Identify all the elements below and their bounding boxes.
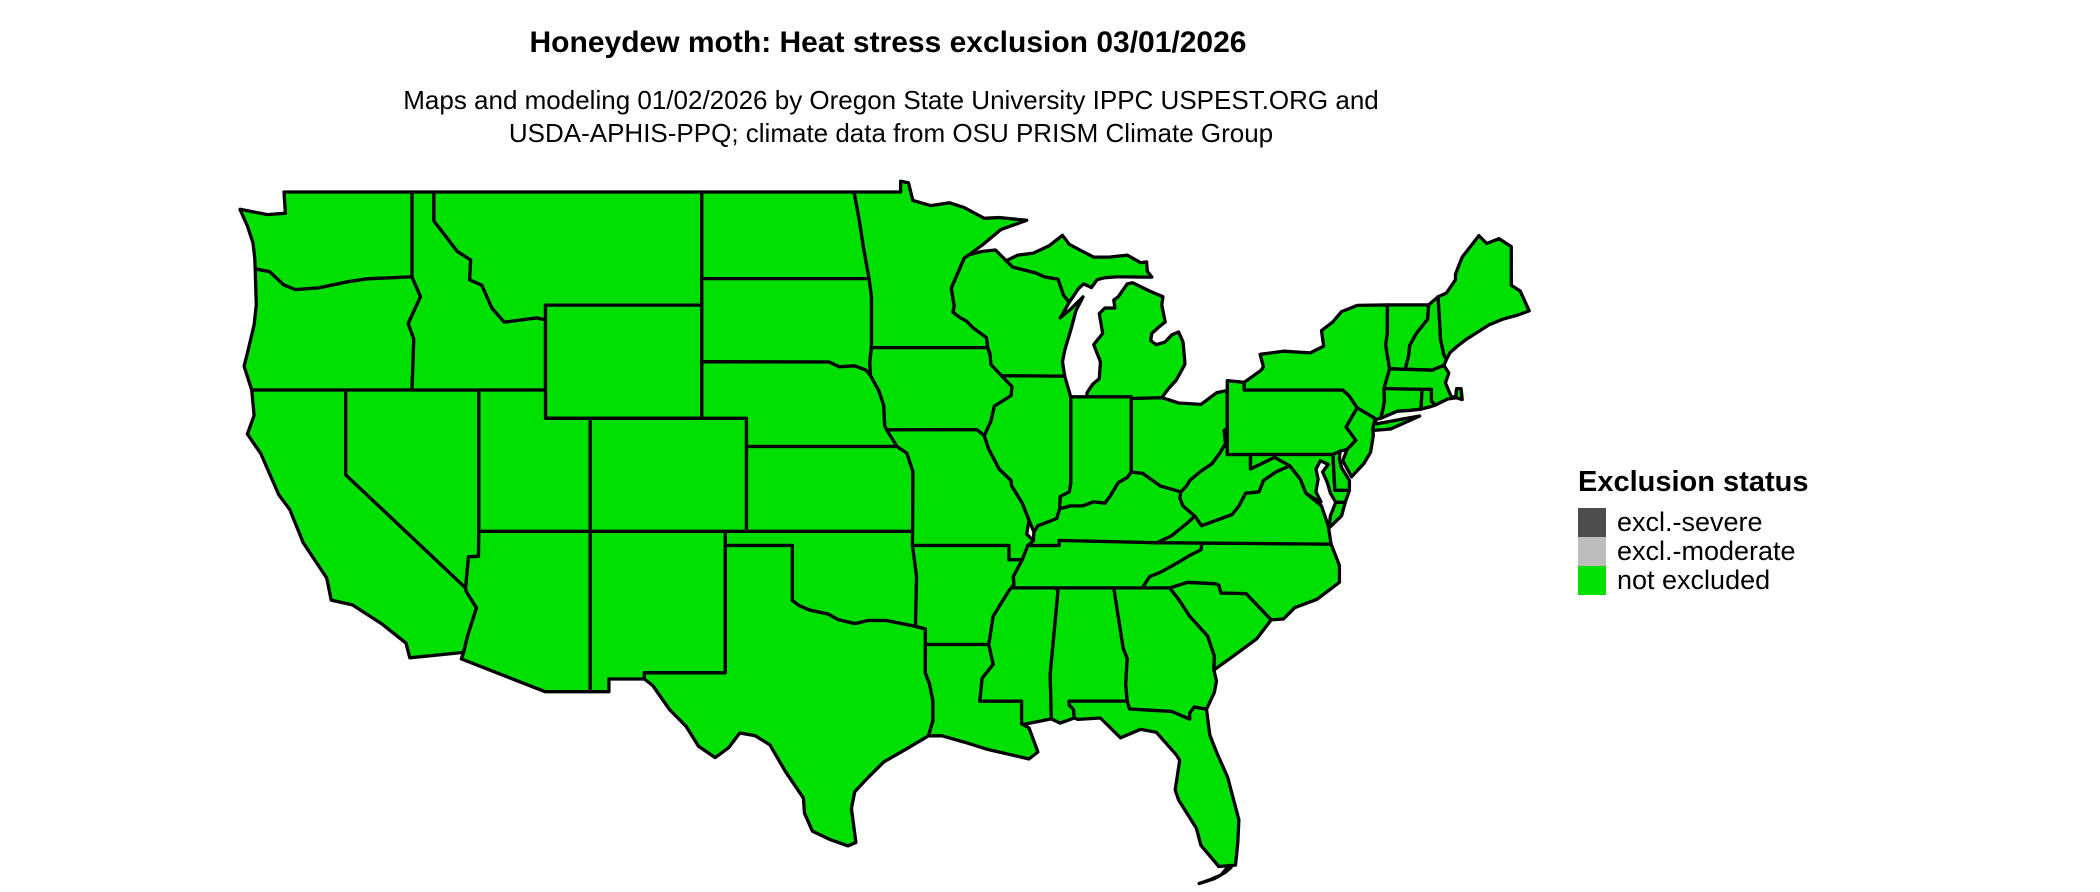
legend-item-label: excl.-moderate bbox=[1617, 536, 1796, 566]
state-FL bbox=[1067, 699, 1241, 869]
legend-item-not-excluded: not excluded bbox=[1578, 566, 1808, 595]
state-TX bbox=[642, 543, 935, 848]
state-CO bbox=[588, 416, 749, 534]
state-ND bbox=[700, 190, 871, 281]
legend-item-label: excl.-severe bbox=[1617, 507, 1763, 537]
state-OR bbox=[242, 267, 423, 392]
state-CT bbox=[1379, 386, 1424, 420]
state-ME bbox=[1436, 233, 1531, 362]
state-NJ bbox=[1341, 406, 1377, 479]
legend-item-severe: excl.-severe bbox=[1578, 508, 1808, 537]
not-excluded-swatch bbox=[1578, 566, 1606, 595]
legend-title: Exclusion status bbox=[1578, 466, 1809, 498]
state-WY bbox=[543, 303, 704, 420]
state-NM bbox=[588, 529, 727, 694]
state-KS bbox=[744, 444, 915, 534]
state-MIU bbox=[1004, 233, 1154, 304]
legend: Exclusion status excl.-severe excl.-mode… bbox=[1578, 466, 1808, 595]
state-FLK bbox=[1197, 864, 1233, 886]
legend-item-label: not excluded bbox=[1617, 565, 1771, 595]
subtitle: Maps and modeling 01/02/2026 by Oregon S… bbox=[403, 84, 1379, 150]
state-MIL bbox=[1085, 281, 1187, 401]
state-MD bbox=[1248, 452, 1352, 504]
legend-item-moderate: excl.-moderate bbox=[1578, 537, 1808, 566]
state-PA bbox=[1225, 378, 1359, 457]
subtitle-line-2: USDA-APHIS-PPQ; climate data from OSU PR… bbox=[508, 118, 1274, 148]
state-AZ bbox=[459, 529, 592, 694]
state-DE bbox=[1331, 449, 1352, 493]
state-OH bbox=[1129, 388, 1229, 494]
subtitle-line-1: Maps and modeling 01/02/2026 by Oregon S… bbox=[403, 85, 1379, 115]
state-IL bbox=[982, 373, 1073, 534]
moderate-swatch bbox=[1578, 537, 1606, 566]
severe-swatch bbox=[1578, 508, 1606, 537]
page-title: Honeydew moth: Heat stress exclusion 03/… bbox=[529, 26, 1247, 59]
state-VAES bbox=[1327, 500, 1347, 530]
